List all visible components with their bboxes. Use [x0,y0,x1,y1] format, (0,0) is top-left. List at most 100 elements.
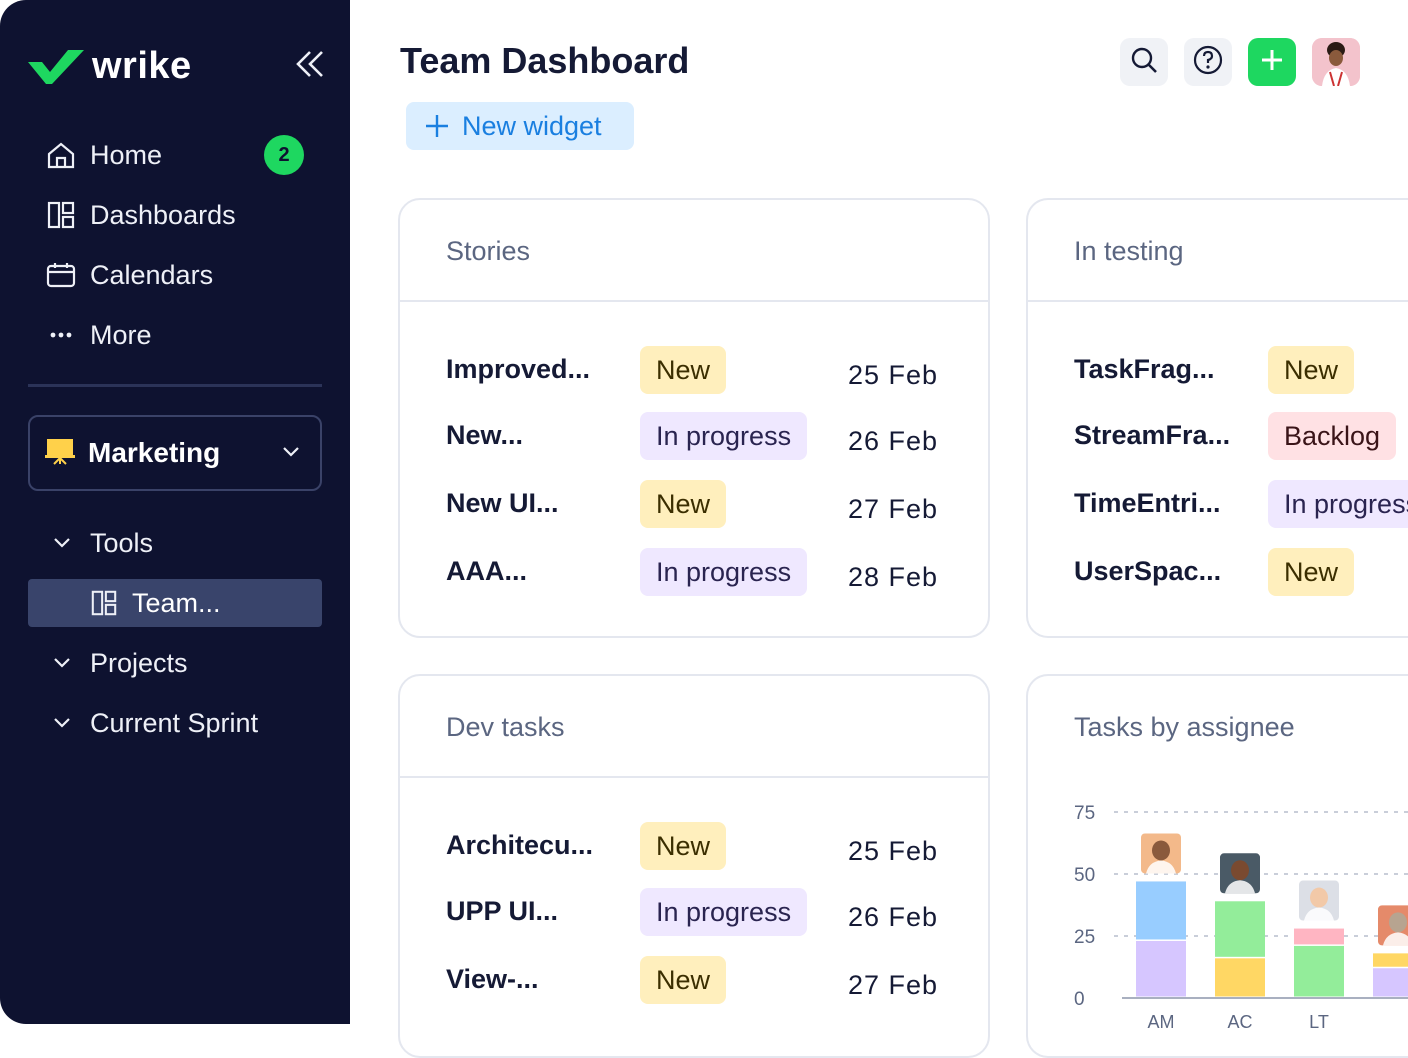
wrike-check-icon [28,50,84,84]
assignee-avatar [1141,833,1181,874]
table-row[interactable]: UPP UI... In progress 26 Feb [446,888,988,936]
task-name[interactable]: UserSpac... [1074,556,1222,586]
task-name[interactable]: Architecu... [446,830,594,860]
bar-segment [1373,968,1408,997]
tree-item-current-sprint-label: Current Sprint [90,707,259,738]
search-button[interactable] [1120,38,1168,86]
avatar-body [1383,932,1408,946]
table-row[interactable]: UserSpac... New [1074,548,1408,596]
table-row[interactable]: AAA... In progress 28 Feb [446,548,988,596]
status-badge[interactable]: In progress [640,888,808,936]
tree-item-current-sprint[interactable]: Current Sprint [48,703,258,743]
widget-title[interactable]: Stories [446,236,531,266]
chevron-down-icon [48,532,76,554]
task-name[interactable]: TimeEntri... [1074,488,1221,518]
task-name[interactable]: New UI... [446,488,559,518]
tree-item-team[interactable]: Team... [28,579,322,627]
table-row[interactable]: New UI... New 27 Feb [446,480,988,528]
user-avatar[interactable] [1312,38,1360,86]
space-selector[interactable]: Marketing [28,415,322,491]
space-icon [44,435,76,472]
status-badge[interactable]: In progress [640,548,808,596]
status-badge[interactable]: New [640,822,727,870]
calendar-icon [46,260,76,290]
task-name[interactable]: StreamFra... [1074,420,1231,450]
collapse-sidebar-icon[interactable] [294,48,326,80]
help-button[interactable] [1184,38,1232,86]
status-badge[interactable]: In progress [1268,480,1408,528]
dashboard-icon [46,200,76,230]
sidebar: wrike Home 2 Dashboards Calendars More M… [0,0,350,1024]
avatar-face [1389,912,1407,933]
table-row[interactable]: TimeEntri... In progress [1074,480,1408,528]
widget-divider [1028,300,1408,302]
x-tick-label: LT [1309,1012,1329,1032]
widget-title[interactable]: Dev tasks [446,712,565,742]
task-name[interactable]: Improved... [446,354,591,384]
task-name[interactable]: AAA... [446,556,527,586]
status-badge[interactable]: New [1268,346,1355,394]
new-widget-button[interactable]: New widget [406,102,634,150]
table-row[interactable]: TaskFrag... New [1074,346,1408,394]
bar-segment [1215,958,1265,997]
page-title: Team Dashboard [400,40,690,81]
task-name[interactable]: New... [446,420,524,450]
nav-calendars-label: Calendars [90,259,214,290]
search-icon [1129,45,1159,80]
tree-item-tools[interactable]: Tools [48,523,153,563]
tree-item-projects[interactable]: Projects [48,643,188,683]
avatar-face [1152,840,1170,861]
avatar-image [1312,38,1360,86]
tree-item-projects-label: Projects [90,647,188,678]
table-row[interactable]: Improved... New 25 Feb [446,346,988,394]
space-label: Marketing [88,437,221,468]
bar-segment [1294,928,1344,945]
nav-home[interactable]: Home [46,135,162,175]
bar-segment [1215,901,1265,957]
widget-title[interactable]: Tasks by assignee [1074,712,1295,742]
avatar-body [1146,860,1176,874]
status-badge[interactable]: New [640,480,727,528]
nav-dashboards[interactable]: Dashboards [46,195,236,235]
assignee-bar-chart: 75 50 25 0 AM AC LT [1074,803,1408,1032]
nav-home-label: Home [90,139,163,170]
dashboard-icon [90,589,118,617]
chevron-down-icon [48,712,76,734]
assignee-avatar [1299,880,1339,921]
avatar-face [1310,887,1328,908]
status-badge[interactable]: In progress [640,412,808,460]
task-name[interactable]: UPP UI... [446,896,559,926]
home-icon [46,140,76,170]
bar-segment [1136,940,1186,997]
nav-dashboards-label: Dashboards [90,199,236,230]
bar-segment [1294,945,1344,997]
status-badge[interactable]: New [1268,548,1355,596]
plus-icon [424,113,450,139]
chevron-down-icon [48,652,76,674]
widget-divider [400,300,988,302]
add-button[interactable] [1248,38,1296,86]
task-date: 28 Feb [848,562,939,592]
task-name[interactable]: TaskFrag... [1074,354,1215,384]
table-row[interactable]: New... In progress 26 Feb [446,412,988,460]
status-badge[interactable]: New [640,956,727,1004]
widget-tasks-by-assignee: Tasks by assignee 75 50 25 0 AM AC LT [1026,674,1408,1058]
assignee-avatar [1378,905,1408,946]
table-row[interactable]: Architecu... New 25 Feb [446,822,988,870]
task-name[interactable]: View-... [446,964,539,994]
status-badge[interactable]: Backlog [1268,412,1397,460]
new-widget-label: New widget [462,110,602,141]
bar-segment [1136,881,1186,940]
plus-icon [1259,47,1285,78]
nav-more[interactable]: More [46,315,152,355]
table-row[interactable]: StreamFra... Backlog [1074,412,1408,460]
table-row[interactable]: View-... New 27 Feb [446,956,988,1004]
avatar-body [1225,880,1255,894]
status-badge[interactable]: New [640,346,727,394]
task-date: 25 Feb [848,836,939,866]
assignee-avatar [1220,853,1260,894]
wrike-logo[interactable]: wrike [28,44,192,88]
widget-title[interactable]: In testing [1074,236,1184,266]
x-tick-label: AM [1148,1012,1175,1032]
nav-calendars[interactable]: Calendars [46,255,213,295]
